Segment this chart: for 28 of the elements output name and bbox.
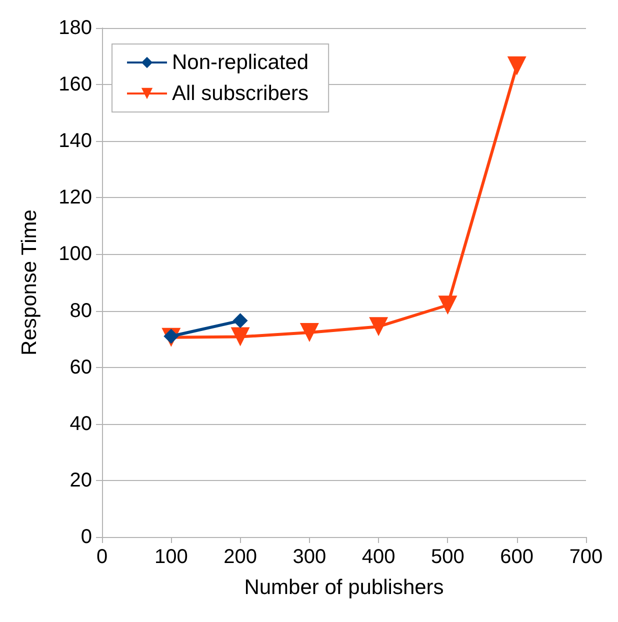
y-tick-label: 0 — [80, 526, 92, 548]
x-tick-label: 300 — [292, 546, 326, 568]
x-tick-label: 600 — [500, 546, 534, 568]
y-tick-label: 40 — [70, 412, 92, 435]
y-tick-label: 20 — [70, 469, 92, 492]
legend-label: Non-replicated — [172, 51, 309, 74]
legend-label: All subscribers — [172, 82, 309, 105]
y-tick-label: 180 — [58, 17, 92, 39]
point — [369, 317, 388, 336]
y-tick-label: 160 — [58, 74, 92, 96]
point — [232, 313, 248, 328]
point — [230, 327, 250, 346]
y-tick-label: 100 — [58, 243, 92, 266]
point — [507, 56, 526, 76]
y-axis-title: Response Time — [18, 210, 41, 356]
point — [300, 323, 319, 342]
x-tick-label: 500 — [431, 546, 464, 568]
x-axis-title: Number of publishers — [244, 576, 444, 599]
y-tick-label: 120 — [58, 186, 92, 209]
x-tick-label: 700 — [569, 546, 603, 568]
point — [438, 296, 458, 315]
y-tick-label: 140 — [58, 130, 92, 152]
x-tick-label: 100 — [154, 546, 188, 568]
x-tick-label: 200 — [224, 546, 257, 568]
x-tick-label: 400 — [362, 546, 396, 568]
y-tick-label: 80 — [70, 300, 92, 322]
y-tick-label: 60 — [70, 356, 92, 378]
x-tick-label: 0 — [96, 546, 108, 568]
